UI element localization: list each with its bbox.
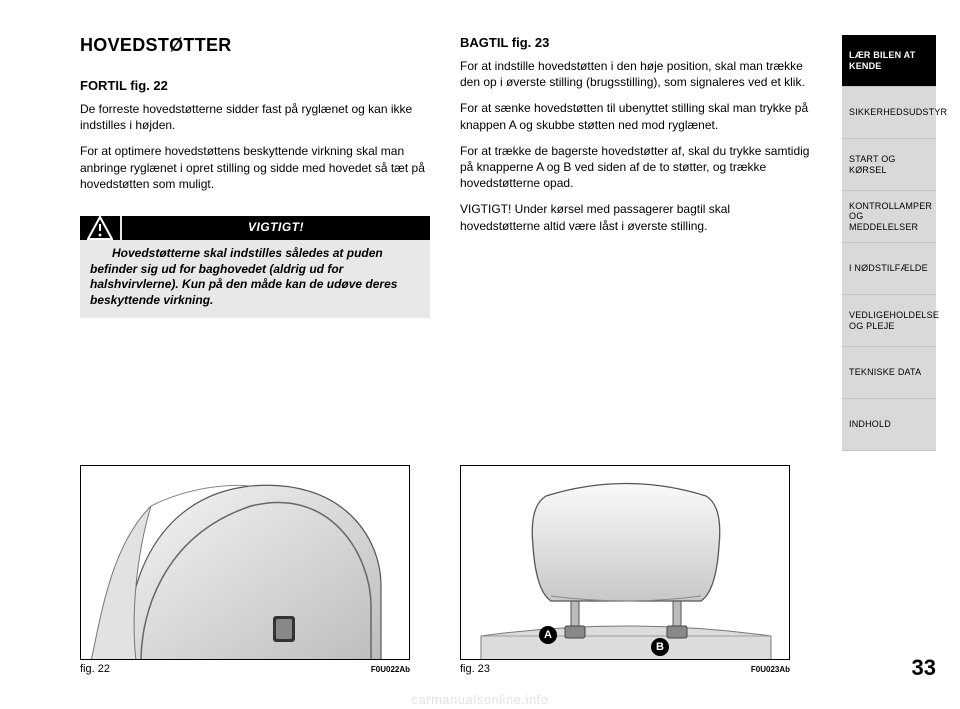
warning-header: VIGTIGT! bbox=[80, 216, 430, 240]
tab-start-korsel[interactable]: START OG KØRSEL bbox=[842, 139, 936, 191]
watermark: carmanualsonline.info bbox=[412, 692, 549, 707]
figure-22: fig. 22 F0U022Ab bbox=[80, 465, 410, 675]
figure-23-image: A B bbox=[460, 465, 790, 660]
tab-kontrollamper[interactable]: KONTROLLAMPER OG MEDDELELSER bbox=[842, 191, 936, 243]
warning-box: VIGTIGT! Hovedstøtterne skal indstilles … bbox=[80, 216, 430, 318]
warning-text: Hovedstøtterne skal indstilles således a… bbox=[90, 246, 420, 308]
right-paragraph-3: For at trække de bagerste hovedstøtter a… bbox=[460, 143, 810, 192]
main-heading: HOVEDSTØTTER bbox=[80, 35, 430, 56]
figure-22-image bbox=[80, 465, 410, 660]
section-tabs: LÆR BILEN AT KENDE SIKKERHEDSUDSTYR STAR… bbox=[842, 35, 936, 451]
figure-23-label-a: A bbox=[539, 626, 557, 644]
right-subheading: BAGTIL fig. 23 bbox=[460, 35, 810, 50]
right-paragraph-4: VIGTIGT! Under kørsel med passagerer bag… bbox=[460, 201, 810, 233]
tab-sikkerhed[interactable]: SIKKERHEDSUDSTYR bbox=[842, 87, 936, 139]
figure-23: A B fig. 23 F0U023Ab bbox=[460, 465, 790, 675]
tab-laer-bilen[interactable]: LÆR BILEN AT KENDE bbox=[842, 35, 936, 87]
left-paragraph-1: De forreste hovedstøtterne sidder fast p… bbox=[80, 101, 430, 133]
figure-22-code: F0U022Ab bbox=[371, 665, 410, 674]
figure-23-label-b: B bbox=[651, 638, 669, 656]
warning-title: VIGTIGT! bbox=[122, 216, 430, 240]
figure-23-code: F0U023Ab bbox=[751, 665, 790, 674]
right-paragraph-1: For at indstille hovedstøtten i den høje… bbox=[460, 58, 810, 90]
figure-23-caption: fig. 23 bbox=[460, 663, 490, 675]
figure-23-caption-row: fig. 23 F0U023Ab bbox=[460, 663, 790, 675]
tab-vedligeholdelse[interactable]: VEDLIGEHOLDELSE OG PLEJE bbox=[842, 295, 936, 347]
figure-22-caption: fig. 22 bbox=[80, 663, 110, 675]
page-content: HOVEDSTØTTER FORTIL fig. 22 De forreste … bbox=[80, 35, 820, 675]
left-column: HOVEDSTØTTER FORTIL fig. 22 De forreste … bbox=[80, 35, 430, 318]
figure-22-caption-row: fig. 22 F0U022Ab bbox=[80, 663, 410, 675]
page-number: 33 bbox=[912, 655, 936, 681]
tab-tekniske-data[interactable]: TEKNISKE DATA bbox=[842, 347, 936, 399]
right-paragraph-2: For at sænke hovedstøtten til ubenyttet … bbox=[460, 100, 810, 132]
tab-nodstilfaelde[interactable]: I NØDSTILFÆLDE bbox=[842, 243, 936, 295]
warning-triangle-icon bbox=[80, 216, 120, 240]
left-paragraph-2: For at optimere hovedstøttens beskyttend… bbox=[80, 143, 430, 192]
tab-indhold[interactable]: INDHOLD bbox=[842, 399, 936, 451]
right-column: BAGTIL fig. 23 For at indstille hovedstø… bbox=[460, 35, 810, 244]
left-subheading: FORTIL fig. 22 bbox=[80, 78, 430, 93]
